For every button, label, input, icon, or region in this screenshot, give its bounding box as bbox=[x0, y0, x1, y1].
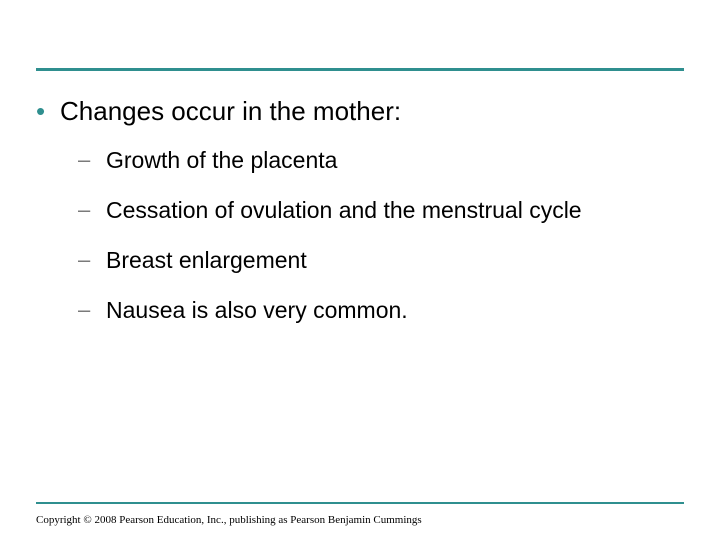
sub-list-item: – Growth of the placenta bbox=[78, 146, 684, 174]
dash-icon: – bbox=[78, 146, 106, 174]
slide-content: • Changes occur in the mother: – Growth … bbox=[36, 96, 684, 346]
sub-list-item: – Cessation of ovulation and the menstru… bbox=[78, 196, 684, 224]
sub-list-item-text: Nausea is also very common. bbox=[106, 296, 408, 324]
list-item-text: Changes occur in the mother: bbox=[60, 96, 401, 126]
dash-icon: – bbox=[78, 296, 106, 324]
list-item: • Changes occur in the mother: bbox=[36, 96, 684, 126]
top-divider bbox=[36, 68, 684, 71]
bullet-icon: • bbox=[36, 96, 60, 126]
sub-list-item-text: Cessation of ovulation and the menstrual… bbox=[106, 196, 582, 224]
bottom-divider bbox=[36, 502, 684, 504]
sub-list-item-text: Breast enlargement bbox=[106, 246, 307, 274]
sub-list-item: – Breast enlargement bbox=[78, 246, 684, 274]
dash-icon: – bbox=[78, 196, 106, 224]
dash-icon: – bbox=[78, 246, 106, 274]
sub-list-item-text: Growth of the placenta bbox=[106, 146, 337, 174]
copyright-text: Copyright © 2008 Pearson Education, Inc.… bbox=[36, 514, 422, 526]
sub-list-item: – Nausea is also very common. bbox=[78, 296, 684, 324]
